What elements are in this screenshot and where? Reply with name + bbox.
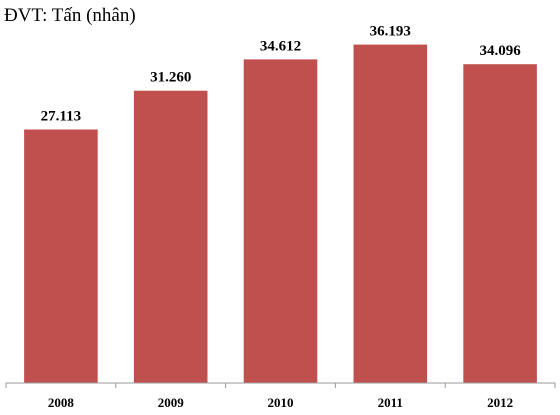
data-label-2011: 36.193 [370,24,411,40]
x-tick-label-2008: 2008 [48,395,75,410]
x-tick-label-2011: 2011 [378,395,403,410]
x-tick-label-2012: 2012 [487,395,513,410]
data-label-2010: 34.612 [260,38,301,54]
x-ticks-group [5,383,556,388]
data-label-2008: 27.113 [41,108,81,124]
bar-2008 [24,129,98,383]
x-tick-label-2010: 2010 [268,395,294,410]
data-label-2009: 31.260 [150,70,191,86]
x-tick-labels-group: 2008 2009 2010 2011 2012 [48,395,513,410]
unit-label: ĐVT: Tấn (nhân) [4,5,136,26]
bars-group [24,44,537,384]
x-tick-label-2009: 2009 [158,395,185,410]
data-labels-group: 27.113 31.260 34.612 36.193 34.096 [41,24,522,125]
bar-2012 [463,64,537,384]
bar-2010 [243,59,318,383]
bar-2009 [133,90,208,384]
bar-2011 [353,44,428,383]
data-label-2012: 34.096 [479,43,521,59]
